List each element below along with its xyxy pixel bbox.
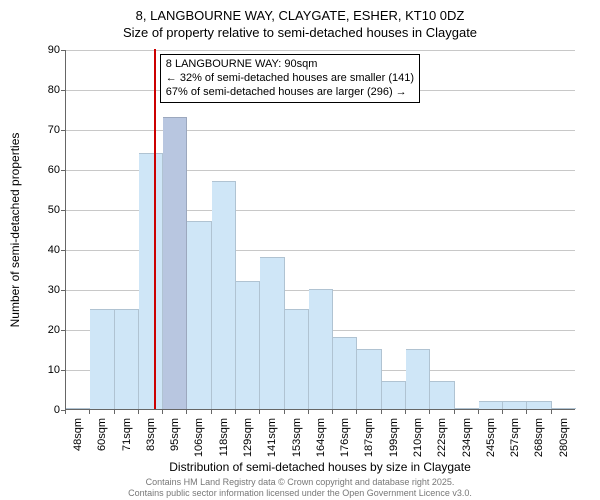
histogram-bar [139, 153, 163, 409]
x-tick-mark [138, 410, 139, 414]
histogram-bar [309, 289, 333, 409]
y-tick-mark [61, 250, 65, 251]
x-tick-label: 222sqm [436, 418, 448, 463]
histogram-bar [357, 349, 381, 409]
histogram-bar [527, 401, 551, 409]
histogram-bar [503, 401, 527, 409]
x-tick-mark [356, 410, 357, 414]
x-tick-mark [211, 410, 212, 414]
x-tick-label: 164sqm [315, 418, 327, 463]
y-tick-label: 50 [35, 204, 60, 216]
x-tick-label: 234sqm [461, 418, 473, 463]
annotation-line-1: 8 LANGBOURNE WAY: 90sqm [166, 58, 414, 72]
histogram-bar [479, 401, 503, 409]
x-tick-mark [89, 410, 90, 414]
y-tick-label: 40 [35, 244, 60, 256]
x-tick-mark [186, 410, 187, 414]
y-tick-mark [61, 50, 65, 51]
y-tick-mark [61, 210, 65, 211]
x-tick-mark [284, 410, 285, 414]
footer-attribution: Contains HM Land Registry data © Crown c… [0, 477, 600, 498]
y-tick-label: 10 [35, 364, 60, 376]
y-tick-mark [61, 130, 65, 131]
x-tick-label: 268sqm [533, 418, 545, 463]
x-tick-mark [381, 410, 382, 414]
y-tick-mark [61, 170, 65, 171]
x-tick-label: 71sqm [121, 418, 133, 463]
histogram-bar [406, 349, 430, 409]
title-line-1: 8, LANGBOURNE WAY, CLAYGATE, ESHER, KT10… [0, 8, 600, 23]
x-tick-label: 245sqm [485, 418, 497, 463]
y-tick-label: 20 [35, 324, 60, 336]
histogram-bar [115, 309, 139, 409]
y-tick-label: 80 [35, 84, 60, 96]
histogram-bar [285, 309, 309, 409]
x-tick-mark [114, 410, 115, 414]
annotation-line-2: ← 32% of semi-detached houses are smalle… [166, 72, 414, 86]
x-tick-mark [454, 410, 455, 414]
x-tick-label: 83sqm [145, 418, 157, 463]
histogram-bar [66, 408, 90, 409]
x-tick-mark [308, 410, 309, 414]
x-tick-mark [405, 410, 406, 414]
histogram-bar [552, 408, 576, 409]
histogram-bar [430, 381, 454, 409]
y-tick-label: 90 [35, 44, 60, 56]
y-tick-mark [61, 290, 65, 291]
x-tick-mark [429, 410, 430, 414]
annotation-box: 8 LANGBOURNE WAY: 90sqm ← 32% of semi-de… [160, 54, 420, 103]
x-tick-label: 118sqm [218, 418, 230, 463]
plot-area: 8 LANGBOURNE WAY: 90sqm ← 32% of semi-de… [65, 50, 575, 410]
histogram-bar [455, 408, 479, 409]
y-tick-mark [61, 370, 65, 371]
y-tick-label: 30 [35, 284, 60, 296]
gridline [66, 50, 575, 51]
x-tick-mark [551, 410, 552, 414]
y-tick-mark [61, 90, 65, 91]
x-tick-label: 257sqm [509, 418, 521, 463]
title-line-2: Size of property relative to semi-detach… [0, 25, 600, 40]
x-tick-mark [259, 410, 260, 414]
x-tick-label: 60sqm [96, 418, 108, 463]
property-marker-line [154, 49, 156, 409]
footer-line-1: Contains HM Land Registry data © Crown c… [0, 477, 600, 487]
y-axis-title: Number of semi-detached properties [8, 133, 22, 328]
histogram-bar [333, 337, 357, 409]
x-tick-label: 187sqm [363, 418, 375, 463]
x-tick-label: 176sqm [339, 418, 351, 463]
annotation-line-3: 67% of semi-detached houses are larger (… [166, 86, 414, 100]
x-tick-label: 48sqm [72, 418, 84, 463]
x-tick-label: 129sqm [242, 418, 254, 463]
x-tick-label: 153sqm [291, 418, 303, 463]
histogram-bar [90, 309, 114, 409]
x-tick-mark [478, 410, 479, 414]
x-tick-label: 280sqm [558, 418, 570, 463]
histogram-bar [212, 181, 236, 409]
chart-container: 8, LANGBOURNE WAY, CLAYGATE, ESHER, KT10… [0, 0, 600, 500]
histogram-bar [260, 257, 284, 409]
x-tick-label: 141sqm [266, 418, 278, 463]
y-tick-mark [61, 330, 65, 331]
histogram-bar [187, 221, 211, 409]
x-tick-label: 210sqm [412, 418, 424, 463]
gridline [66, 130, 575, 131]
histogram-bar [163, 117, 187, 409]
y-tick-label: 0 [35, 404, 60, 416]
x-tick-label: 106sqm [193, 418, 205, 463]
x-tick-label: 95sqm [169, 418, 181, 463]
y-tick-label: 70 [35, 124, 60, 136]
x-tick-mark [502, 410, 503, 414]
x-tick-mark [65, 410, 66, 414]
x-tick-label: 199sqm [388, 418, 400, 463]
footer-line-2: Contains public sector information licen… [0, 488, 600, 498]
x-tick-mark [235, 410, 236, 414]
histogram-bar [236, 281, 260, 409]
x-tick-mark [526, 410, 527, 414]
y-tick-label: 60 [35, 164, 60, 176]
histogram-bar [382, 381, 406, 409]
x-tick-mark [162, 410, 163, 414]
x-tick-mark [332, 410, 333, 414]
